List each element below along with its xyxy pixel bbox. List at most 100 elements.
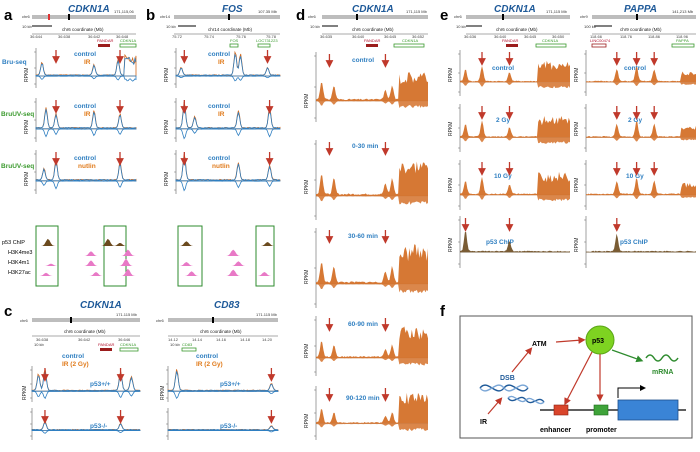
track-d-1 [314, 140, 428, 220]
label-atm: ATM [532, 341, 547, 348]
track-e-r-3 [584, 216, 696, 268]
label-ir: IR [480, 419, 487, 426]
track-e-l-2 [458, 160, 570, 210]
track-e-l-3 [458, 216, 570, 268]
track-a-1 [34, 98, 137, 142]
row-c-l-1: p53+/+ [90, 381, 111, 388]
feature-cdkn1a-a: CDKN1A [120, 38, 137, 43]
tick-b-2: 75.76 [236, 34, 247, 39]
ylabel-b-0: RPKM [164, 68, 170, 82]
conds-e: control 2 Gy 10 Gy p53 ChIP control 2 Gy… [486, 65, 648, 246]
cond-d-1: 0-30 min [352, 143, 378, 150]
dna-helix-1 [479, 384, 529, 392]
ylabel-b-1: RPKM [164, 120, 170, 134]
tick-b-1: 75.74 [204, 34, 215, 39]
axis-label-d: chr6 coordinate (Mb) [352, 27, 394, 32]
tick-c-r-1: 14.14 [192, 337, 203, 342]
cond-a-2-2: nutlin [78, 163, 96, 170]
chr-label-a: chr6 [22, 14, 31, 19]
ylabels-a: RPKM RPKM RPKM [24, 68, 30, 186]
tick-a-0: 36.644 [30, 34, 43, 39]
tick-c-l-0: 36.638 [36, 337, 49, 342]
ylabel-e-l-3: RPKM [448, 238, 454, 252]
chr-pos-e-right: 141,213 Mb [672, 9, 694, 14]
track-a-2-label: BruUV-seq [1, 163, 34, 170]
tick-e-r-3: 118.96 [676, 34, 689, 39]
arrow-dsb-atm [511, 347, 533, 373]
ylabel-c-l: RPKM [22, 386, 28, 400]
ylabel-e-l-1: RPKM [448, 122, 454, 136]
tick-e-r-0: 118.66 [590, 34, 603, 39]
tss-arrowhead [640, 385, 646, 391]
cond-b-1-2: IR [218, 111, 225, 118]
tick-d-3: 36.652 [412, 34, 425, 39]
arrow-p53-enhancer [564, 351, 593, 406]
track-b-1 [174, 98, 281, 142]
ideogram-c-right: chr6 171.115 Mb chr6 coordinate (Mb) 14.… [156, 312, 278, 352]
scale-label-b: 10 kb [166, 24, 177, 29]
chr-label-c-left: chr6 [20, 318, 29, 323]
panel-d: d CDKN1A chr6 171,115 Mb 10 kb chr6 coor… [296, 4, 428, 440]
tracks-e [458, 50, 696, 268]
cond-e-l-0: control [492, 65, 514, 72]
cond-c-r-2: IR (2 Gy) [196, 361, 223, 368]
feature-e-pappa: PAPPA [676, 38, 689, 43]
tick-e-l-1: 36.640 [494, 34, 507, 39]
ideogram-a: chr6 171,115,06 [22, 9, 136, 20]
ideogram-e-right: chr9 141,213 Mb 100 kb chr9 coordinate (… [580, 9, 696, 48]
feature-pandar-a: PANDAR [97, 38, 113, 43]
tss-arrow [617, 387, 640, 398]
cond-e-l-3: p53 ChIP [486, 239, 514, 246]
chip-track-a-0 [36, 238, 136, 246]
cond-b-0-2: IR [218, 59, 225, 66]
chip-label-2: H3K4m1 [8, 260, 29, 266]
feature-cd83: CD83 [182, 342, 193, 347]
track-c-l-1 [30, 408, 141, 440]
gene-title-c-left: CDKN1A [80, 300, 122, 311]
feature-e-pandar: PANDAR [502, 38, 518, 43]
arrow-ir-dsb [487, 397, 503, 415]
label-mrna: mRNA [652, 369, 673, 376]
tracks-b [174, 48, 281, 194]
cond-d-2: 30-60 min [348, 233, 378, 240]
chip-a: p53 ChIP H3K4me3 H3K4m1 H3K27ac [2, 225, 127, 287]
track-d-4 [314, 386, 428, 440]
ticks-b: 75.72 75.74 75.76 75.78 [172, 33, 280, 39]
tick-e-l-0: 36.636 [464, 34, 477, 39]
scale-e-right: 100 kb [584, 24, 597, 29]
chip-track-b-1 [176, 249, 280, 256]
gene-title-d: CDKN1A [352, 4, 394, 15]
ylabel-d-1: RPKM [304, 180, 310, 194]
ylabels-e: RPKM RPKM RPKM RPKM RPKM RPKM RPKM RPKM [448, 68, 580, 252]
tick-e-l-3: 36.650 [552, 34, 565, 39]
feature-loc: LOC731223 [256, 38, 278, 43]
track-e-r-1 [584, 104, 696, 152]
cond-e-l-1: 2 Gy [496, 117, 510, 124]
track-d-2 [314, 228, 428, 308]
tick-b-3: 75.78 [266, 34, 277, 39]
track-d-3 [314, 316, 428, 376]
gene-title-a: CDKN1A [68, 4, 110, 15]
track-d-0 [314, 52, 428, 122]
label-dsb: DSB [500, 375, 515, 382]
chr-label-c-right: chr6 [156, 318, 165, 323]
feature-fos: FOS [230, 38, 239, 43]
panel-label-b: b [146, 7, 155, 24]
scale-a: 10 kb chr6 coordinate (Mb) [22, 24, 104, 32]
tick-c-r-0: 14.12 [168, 337, 179, 342]
ideogram-e-left: chr6 171,115 Mb 10 kb chr6 coordinate (M… [454, 9, 570, 48]
feature-d-cdkn1a: CDKN1A [402, 38, 419, 43]
feature-e-cdkn1a: CDKN1A [542, 38, 559, 43]
cond-c-r-1: control [196, 353, 218, 360]
ideogram-d: chr6 171,115 Mb 10 kb chr6 coordinate (M… [308, 9, 428, 48]
ylabel-a-0: RPKM [24, 68, 30, 82]
scale-c-right: 10 kb [170, 342, 181, 347]
gene-title-e-left: CDKN1A [494, 4, 536, 15]
ylabel-e-r-2: RPKM [574, 178, 580, 192]
ylabel-e-r-0: RPKM [574, 68, 580, 82]
tracks-c [30, 366, 279, 440]
conds-d: control 0-30 min 30-60 min 60-90 min 90-… [346, 57, 380, 402]
ylabels-c: RPKM RPKM [22, 386, 166, 400]
